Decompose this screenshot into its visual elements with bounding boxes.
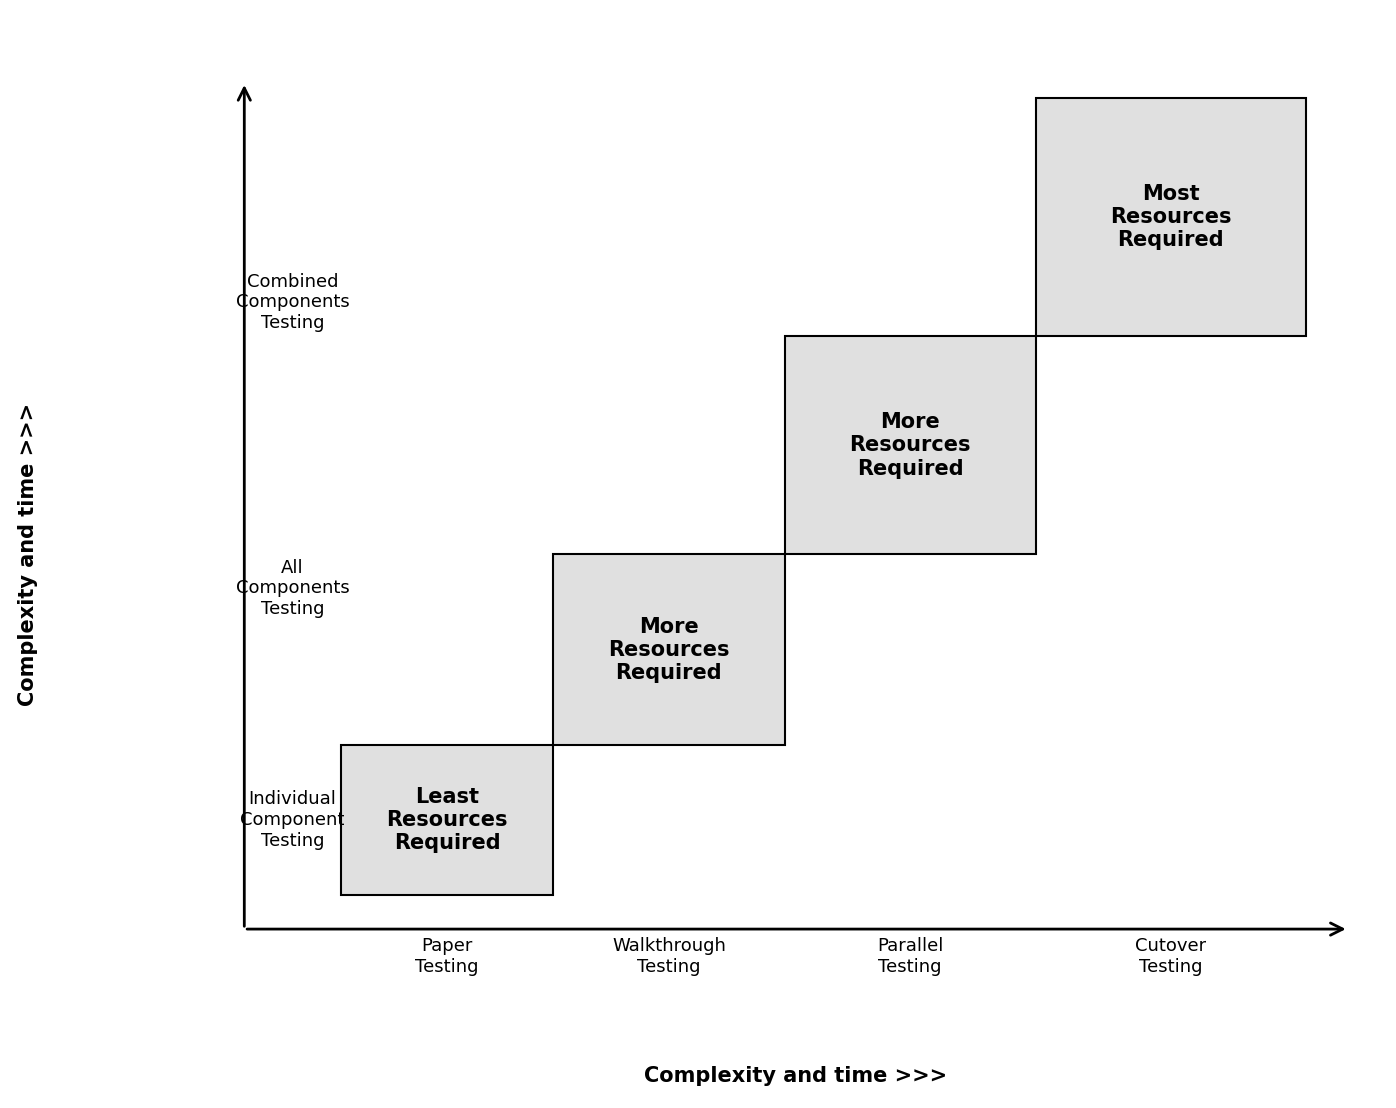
Text: Parallel
Testing: Parallel Testing	[877, 937, 944, 976]
Text: More
Resources
Required: More Resources Required	[849, 412, 972, 479]
Text: Individual
Component
Testing: Individual Component Testing	[240, 790, 345, 850]
Text: Cutover
Testing: Cutover Testing	[1135, 937, 1206, 976]
Bar	[341, 746, 553, 895]
Bar	[553, 554, 785, 746]
Bar	[785, 337, 1036, 554]
Text: Complexity and time >>>: Complexity and time >>>	[644, 1066, 948, 1086]
Text: Least
Resources
Required: Least Resources Required	[387, 787, 508, 853]
Text: Combined
Components
Testing: Combined Components Testing	[236, 273, 349, 332]
Bar	[1036, 98, 1305, 337]
Text: Complexity and time >>>: Complexity and time >>>	[18, 402, 38, 706]
Text: Most
Resources
Required: Most Resources Required	[1110, 184, 1231, 250]
Text: All
Components
Testing: All Components Testing	[236, 558, 349, 618]
Text: Paper
Testing: Paper Testing	[415, 937, 479, 976]
Text: Walkthrough
Testing: Walkthrough Testing	[611, 937, 726, 976]
Text: More
Resources
Required: More Resources Required	[609, 616, 730, 683]
